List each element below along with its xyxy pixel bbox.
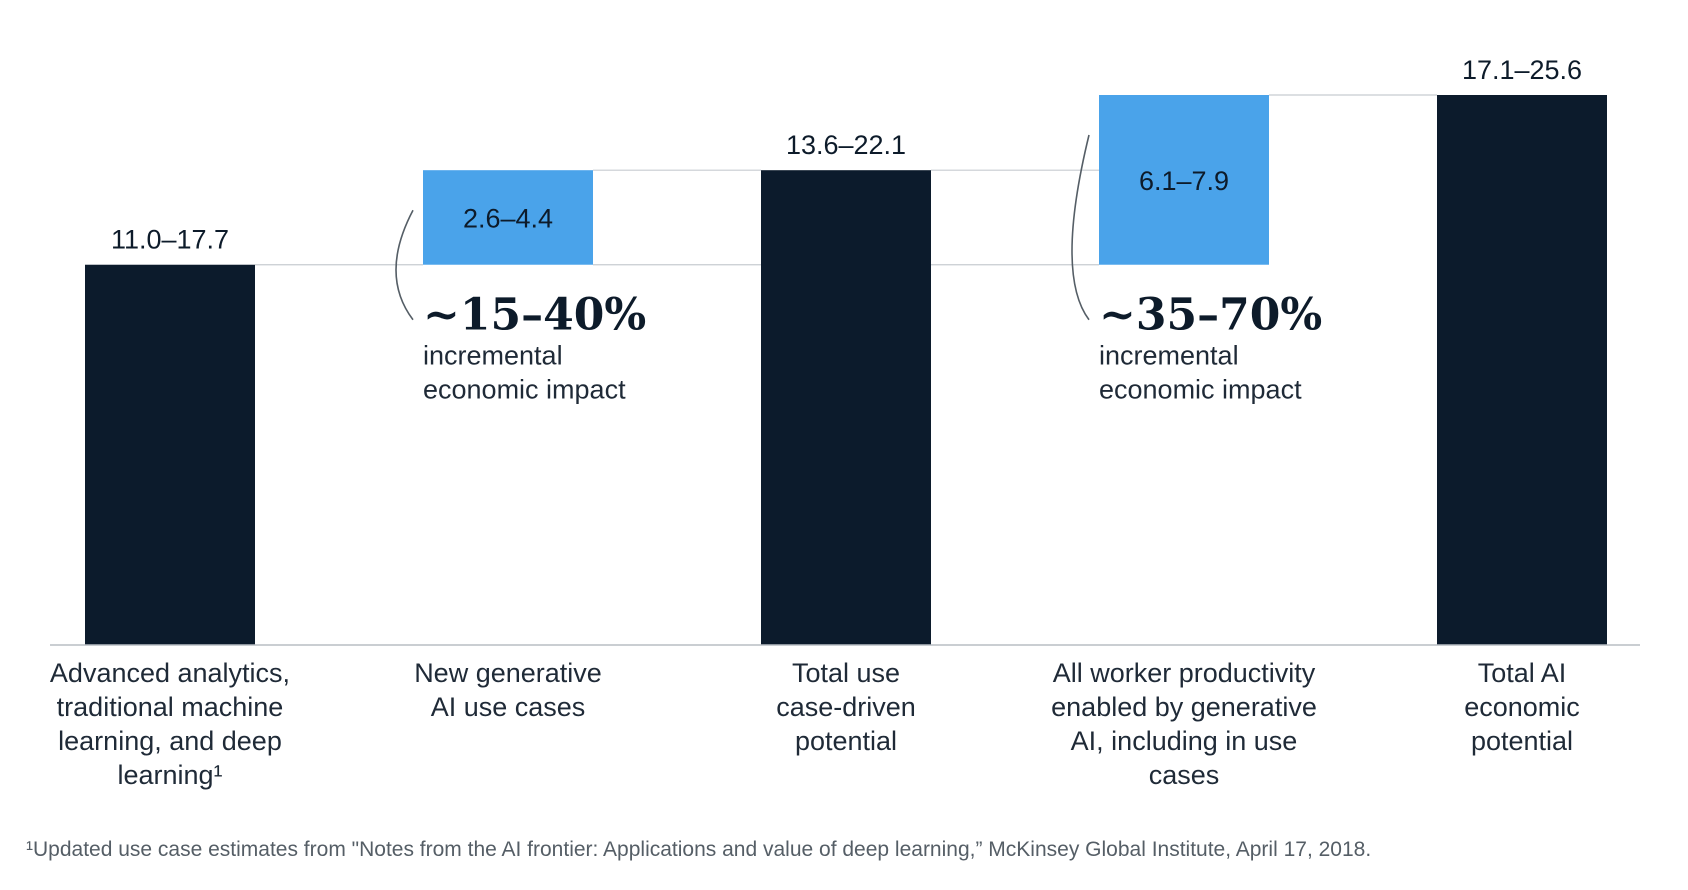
category-label-0-3: learning¹ bbox=[117, 760, 222, 790]
annotation-brace-0 bbox=[395, 209, 414, 321]
bar-4 bbox=[1437, 95, 1607, 645]
category-label-0-2: learning, and deep bbox=[58, 726, 282, 756]
category-label-0-1: traditional machine bbox=[57, 692, 284, 722]
annotation-text-1-0: incremental bbox=[1099, 341, 1239, 371]
annotation-text-0-0: incremental bbox=[423, 341, 563, 371]
value-label-1: 2.6–4.4 bbox=[463, 203, 553, 233]
value-label-3: 6.1–7.9 bbox=[1139, 166, 1229, 196]
bar-0 bbox=[85, 264, 255, 645]
category-label-4-1: economic bbox=[1464, 692, 1580, 722]
bar-2 bbox=[761, 170, 931, 645]
annotation-text-0-1: economic impact bbox=[423, 375, 626, 405]
category-label-0-0: Advanced analytics, bbox=[50, 658, 290, 688]
annotation-headline-1: ~35–70% bbox=[1099, 290, 1322, 341]
category-label-3-2: AI, including in use bbox=[1071, 726, 1298, 756]
category-label-3-3: cases bbox=[1149, 760, 1220, 790]
footnote: ¹Updated use case estimates from "Notes … bbox=[26, 838, 1372, 861]
category-label-4-2: potential bbox=[1471, 726, 1573, 756]
category-label-2-1: case-driven bbox=[776, 692, 916, 722]
category-label-2-0: Total use bbox=[792, 658, 900, 688]
category-label-3-1: enabled by generative bbox=[1051, 692, 1317, 722]
value-labels: 11.0–17.7 2.6–4.4 13.6–22.1 6.1–7.9 17.1–25.… bbox=[111, 55, 1582, 255]
bars bbox=[85, 95, 1607, 645]
bar-3 bbox=[1099, 95, 1269, 265]
category-label-3-0: All worker productivity bbox=[1053, 658, 1316, 688]
value-label-0: 11.0–17.7 bbox=[111, 225, 229, 255]
annotation-brace-1 bbox=[1071, 134, 1090, 321]
category-labels: Advanced analytics, traditional machine le… bbox=[50, 658, 1580, 790]
annotation-text-1-1: economic impact bbox=[1099, 375, 1302, 405]
category-label-1-0: New generative bbox=[414, 658, 602, 688]
category-label-2-2: potential bbox=[795, 726, 897, 756]
bar-1 bbox=[423, 170, 593, 265]
category-label-4-0: Total AI bbox=[1478, 658, 1567, 688]
value-label-2: 13.6–22.1 bbox=[786, 130, 906, 160]
category-label-1-1: AI use cases bbox=[431, 692, 586, 722]
value-label-4: 17.1–25.6 bbox=[1462, 55, 1582, 85]
annotation-headline-0: ~15–40% bbox=[423, 290, 646, 341]
